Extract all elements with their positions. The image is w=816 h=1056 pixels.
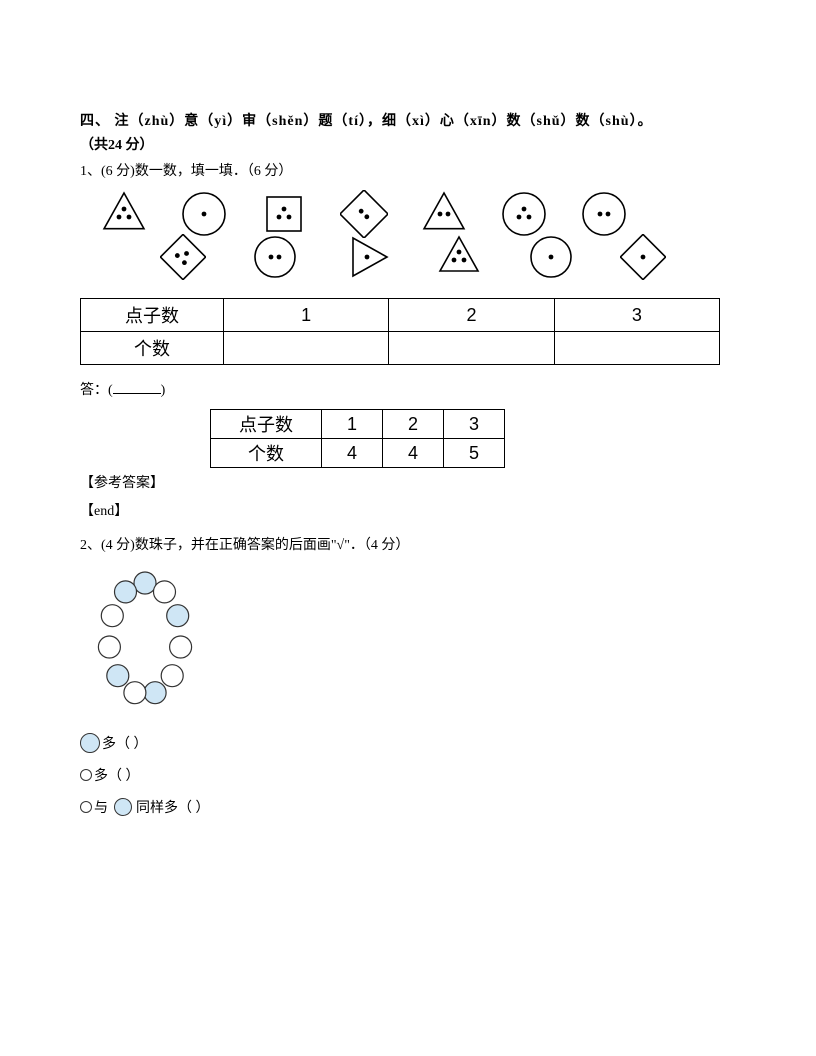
circle-3-icon xyxy=(500,190,548,238)
answer-suffix: ) xyxy=(161,383,166,398)
q2-prompt: 2、(4 分)数珠子，并在正确答案的后面画"√"．（4 分） xyxy=(80,534,736,554)
q1-table-blank3[interactable] xyxy=(554,332,719,365)
q1-prompt: 1、(6 分)数一数，填一填．（6 分） xyxy=(80,160,736,180)
shapes-row-1 xyxy=(100,190,736,238)
square-3-icon xyxy=(260,190,308,238)
white-bead-icon xyxy=(80,801,92,813)
bead-ring-icon xyxy=(90,564,200,714)
square-1-icon xyxy=(620,234,666,280)
ans-h1: 1 xyxy=(322,410,383,439)
ans-v1: 4 xyxy=(322,439,383,468)
triangle-3-icon xyxy=(436,234,482,280)
circle-2-icon xyxy=(580,190,628,238)
white-bead-icon xyxy=(80,769,92,781)
q1-table-blank2[interactable] xyxy=(389,332,554,365)
ans-h3: 3 xyxy=(444,410,505,439)
opt1-text: 多（ ） xyxy=(102,733,148,753)
triangle-3-icon xyxy=(100,190,148,238)
circle-2-icon xyxy=(252,234,298,280)
circle-1-icon xyxy=(180,190,228,238)
reference-answer-label: 【参考答案】 xyxy=(80,472,736,492)
square-2-icon xyxy=(340,190,388,238)
ans-v2: 4 xyxy=(383,439,444,468)
opt3-text-a: 与 xyxy=(94,797,108,817)
q1-table-h3: 3 xyxy=(554,299,719,332)
bead-diagram xyxy=(90,564,736,714)
square-3-icon xyxy=(160,234,206,280)
q1-answer-line: 答：() xyxy=(80,379,736,399)
q1-table-r1-label: 点子数 xyxy=(81,299,224,332)
ans-h2: 2 xyxy=(383,410,444,439)
opt3-text-b: 同样多（ ） xyxy=(136,797,210,817)
q1-table-blank1[interactable] xyxy=(224,332,389,365)
q1-table-h2: 2 xyxy=(389,299,554,332)
section-points: （共24 分） xyxy=(80,134,736,154)
shapes-row-2 xyxy=(160,234,736,280)
answer-blank[interactable] xyxy=(113,393,161,394)
opt2-text: 多（ ） xyxy=(94,765,140,785)
q1-table-h1: 1 xyxy=(224,299,389,332)
blue-bead-icon xyxy=(114,798,132,816)
triangle-2-icon xyxy=(420,190,468,238)
q1-table: 点子数 1 2 3 个数 xyxy=(80,298,720,365)
q2-option-1[interactable]: 多（ ） xyxy=(80,732,736,754)
q1-answer-table: 点子数 1 2 3 个数 4 4 5 xyxy=(210,409,505,468)
end-label: 【end】 xyxy=(80,500,736,520)
q2-option-3[interactable]: 与 同样多（ ） xyxy=(80,796,736,818)
answer-prefix: 答：( xyxy=(80,383,113,398)
ans-v3: 5 xyxy=(444,439,505,468)
q2-option-2[interactable]: 多（ ） xyxy=(80,764,736,786)
triangle-1-icon xyxy=(344,234,390,280)
section-title: 四、 注（zhù）意（yì）审（shěn）题（tí），细（xì）心（xīn）数（… xyxy=(80,110,736,130)
q1-shapes xyxy=(80,190,736,280)
q1-table-r2-label: 个数 xyxy=(81,332,224,365)
ans-r1-label: 点子数 xyxy=(211,410,322,439)
blue-bead-icon xyxy=(80,733,100,753)
ans-r2-label: 个数 xyxy=(211,439,322,468)
circle-1-icon xyxy=(528,234,574,280)
